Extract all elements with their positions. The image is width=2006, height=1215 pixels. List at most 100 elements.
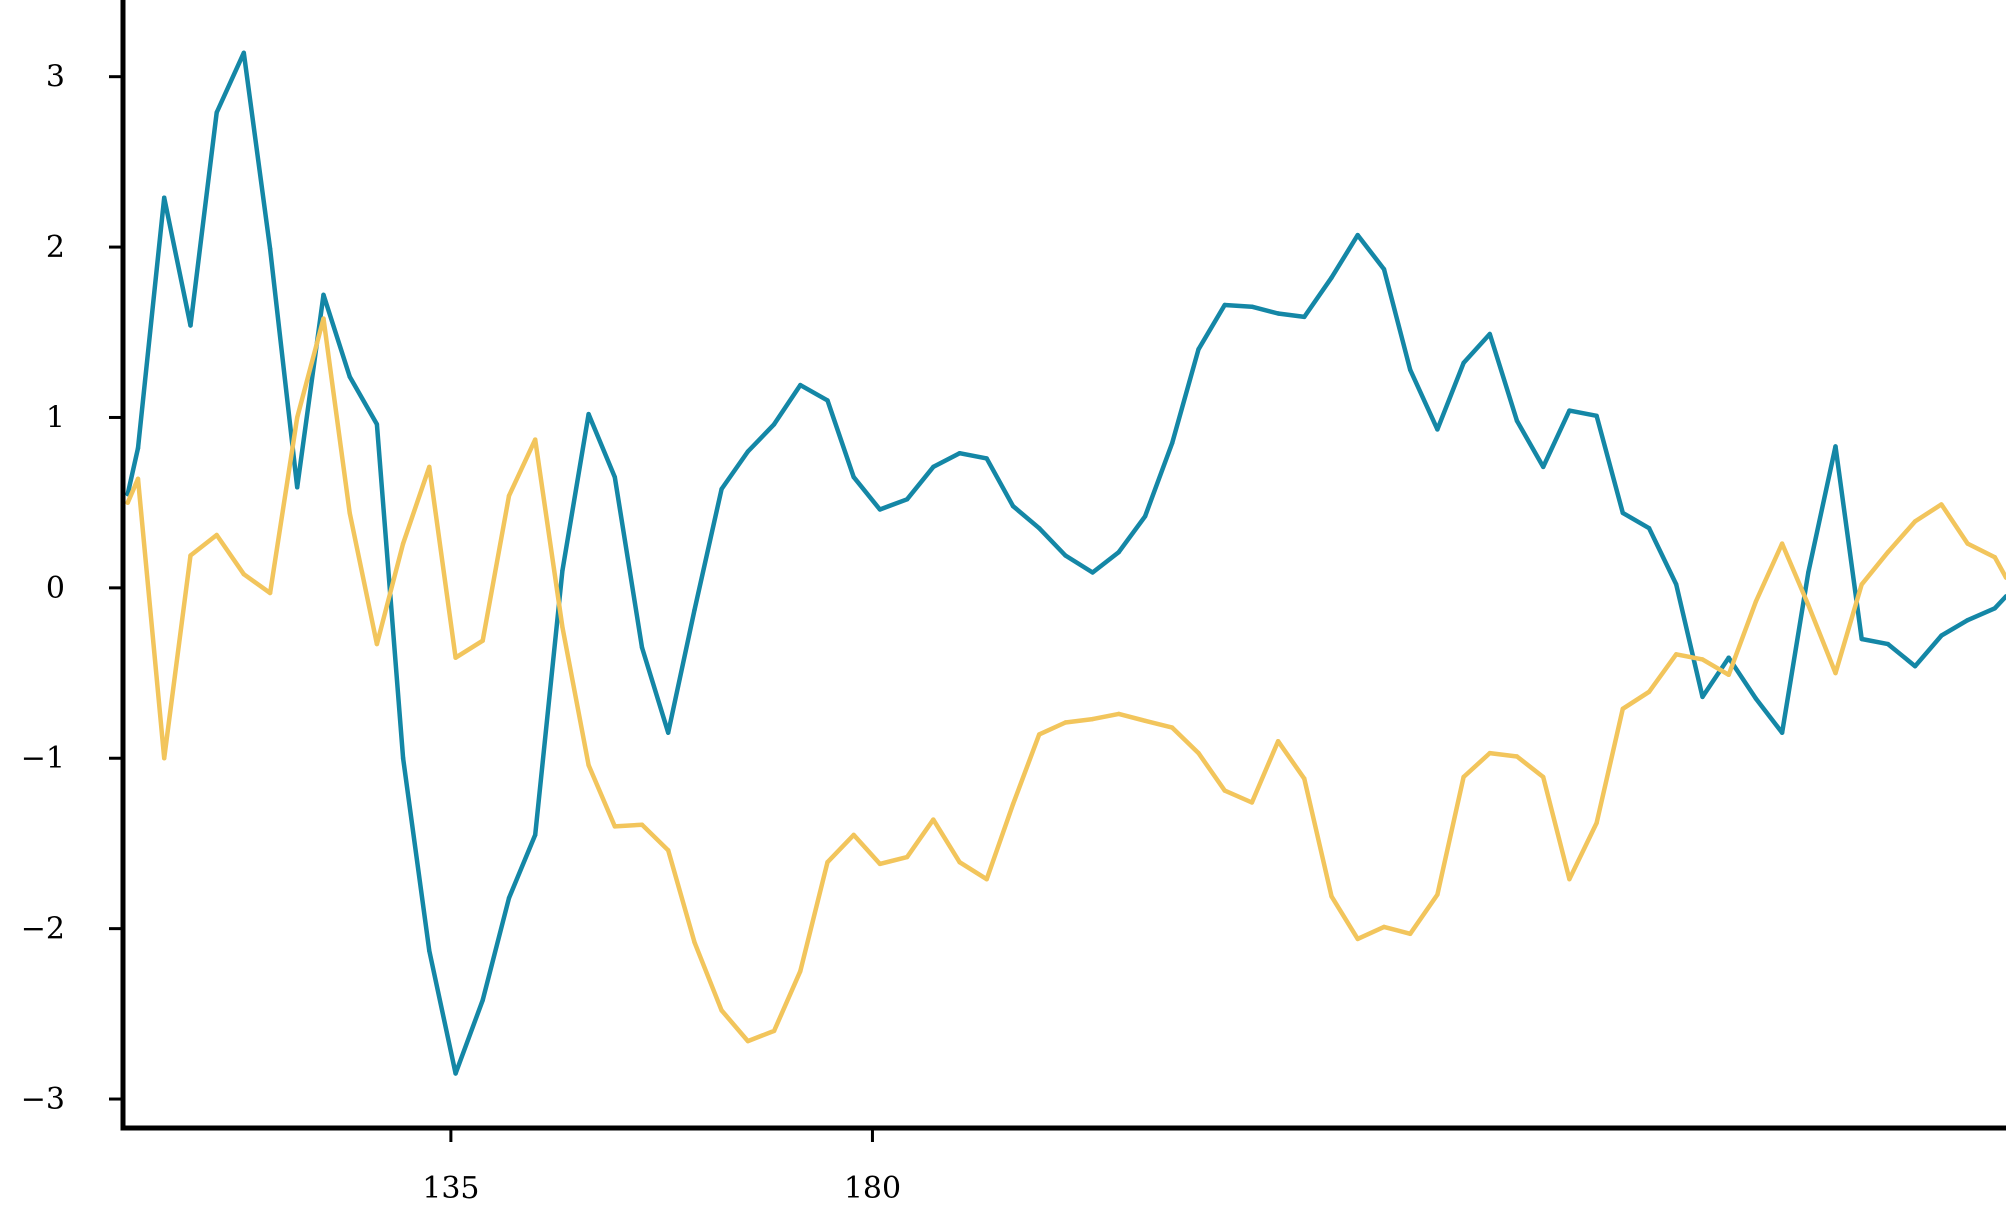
series-1-point <box>1222 302 1227 308</box>
series-2-point <box>1090 716 1095 722</box>
series-2-point <box>745 1038 751 1044</box>
series-2-point <box>1859 582 1864 587</box>
series-1-point <box>2003 594 2006 599</box>
series-1-point <box>1753 696 1759 701</box>
series-2-point <box>1779 541 1785 546</box>
series-2-point <box>1646 689 1652 694</box>
series-2-point <box>798 969 803 974</box>
series-1-point <box>1435 427 1440 432</box>
series-1-point <box>162 195 167 200</box>
series-2-point <box>719 1008 724 1013</box>
series-2-point <box>1302 776 1307 781</box>
series-1-point <box>1859 636 1864 642</box>
series-2-point <box>1674 652 1679 657</box>
series-2-point <box>1037 732 1042 737</box>
y-tick-label: −3 <box>21 1082 65 1117</box>
series-2-point <box>1275 739 1281 744</box>
series-2-point <box>1222 788 1227 793</box>
series-2-point <box>188 553 193 558</box>
series-1-point <box>135 445 141 451</box>
y-tick-label: 1 <box>46 400 65 435</box>
series-1-point <box>1992 606 1998 611</box>
series-1-point <box>241 50 246 55</box>
series-1-point <box>1275 311 1281 316</box>
series-1-point <box>1700 694 1705 700</box>
series-2-point <box>1355 936 1360 942</box>
series-2-point <box>639 822 645 827</box>
series-2-point <box>1594 820 1599 826</box>
series-1-point <box>639 645 645 650</box>
series-1-point <box>1833 444 1838 449</box>
series-1-point <box>1196 347 1201 352</box>
y-tick-label: −1 <box>21 741 65 776</box>
series-1-point <box>1514 418 1520 424</box>
series-1-point <box>480 998 485 1003</box>
series-1-point <box>957 451 962 456</box>
series-2-point <box>1726 672 1731 677</box>
y-tick-label: 2 <box>46 230 65 265</box>
series-2-point <box>560 624 565 630</box>
series-2-point <box>586 762 591 768</box>
series-1-point <box>1381 267 1387 272</box>
series-2-point <box>1142 718 1148 723</box>
series-1-point <box>1885 641 1891 647</box>
series-2-point <box>267 590 273 596</box>
series-2-point <box>1912 519 1918 524</box>
y-tick-label: −2 <box>21 912 65 947</box>
series-2-point <box>825 860 830 865</box>
x-tick-label: 180 <box>844 1171 901 1206</box>
series-1-point <box>825 398 830 403</box>
series-2-point <box>533 437 538 442</box>
series-1-point <box>1329 275 1334 280</box>
series-2-point <box>984 877 989 882</box>
series-2-point <box>1010 802 1016 807</box>
series-1-point <box>1408 367 1413 372</box>
series-2-point <box>1992 555 1998 560</box>
series-2-point <box>1514 754 1520 759</box>
series-2-point <box>135 476 141 481</box>
series-2-point <box>1620 706 1626 711</box>
series-1-point <box>1487 331 1493 337</box>
series-1-point <box>851 474 856 480</box>
series-1-point <box>745 449 751 454</box>
series-1-point <box>1939 633 1944 638</box>
series-1-point <box>374 422 380 427</box>
series-1-point <box>666 730 671 735</box>
series-2-point <box>1381 924 1387 930</box>
series-2-point <box>1063 720 1068 725</box>
series-1-point <box>295 485 300 490</box>
series-1-point <box>586 411 591 417</box>
series-2-point <box>1806 602 1811 608</box>
series-1-point <box>612 474 617 480</box>
series-2-point <box>506 493 512 498</box>
series-2-point <box>453 655 458 660</box>
series-1-point <box>877 507 883 512</box>
series-2-point <box>666 848 671 853</box>
series-2-point <box>1833 670 1838 676</box>
series-1-point <box>1116 549 1122 555</box>
series-2-point <box>1461 774 1466 780</box>
series-2-point <box>851 832 856 838</box>
series-1-point <box>214 110 219 115</box>
series-2-point <box>1700 657 1705 662</box>
series-2-point <box>347 510 352 516</box>
series-2-point <box>612 824 617 829</box>
series-2-point <box>162 756 167 761</box>
series-2-point <box>2003 575 2006 580</box>
series-2-point <box>771 1028 777 1034</box>
series-2-point <box>295 415 300 420</box>
series-1-point <box>692 607 697 613</box>
series-2-point <box>1408 931 1413 936</box>
series-1-point <box>427 948 432 953</box>
series-2-point <box>904 854 910 860</box>
series-1-point <box>1090 570 1095 575</box>
x-tick-label: 135 <box>422 1171 479 1206</box>
series-2-point <box>1249 800 1255 805</box>
series-2-point <box>214 532 219 538</box>
series-1-point <box>1170 440 1175 446</box>
series-2-line <box>125 316 2006 1044</box>
series-2-point <box>321 316 326 321</box>
series-2-point <box>374 641 380 647</box>
series-2-point <box>1885 549 1891 555</box>
series-1-point <box>1912 664 1918 669</box>
